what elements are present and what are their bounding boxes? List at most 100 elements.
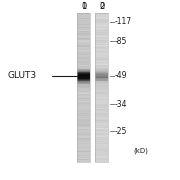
Bar: [77, 96, 91, 97]
Bar: [95, 43, 108, 44]
Bar: [77, 160, 91, 161]
Bar: [77, 97, 91, 98]
Bar: [77, 39, 91, 40]
Bar: [77, 52, 91, 53]
Bar: [77, 152, 91, 153]
Bar: [77, 116, 91, 117]
Bar: [77, 26, 91, 27]
Bar: [77, 45, 91, 46]
Bar: [77, 67, 91, 68]
Bar: [77, 129, 91, 130]
Bar: [95, 81, 108, 82]
Bar: [77, 113, 91, 114]
Bar: [95, 143, 108, 144]
Bar: [95, 33, 108, 34]
Bar: [95, 104, 108, 105]
Bar: [95, 16, 108, 17]
Bar: [95, 48, 108, 49]
Bar: [77, 76, 91, 77]
Bar: [95, 119, 108, 120]
Bar: [77, 25, 91, 26]
Bar: [95, 86, 108, 87]
Bar: [95, 59, 108, 60]
Bar: [95, 39, 108, 40]
Bar: [95, 24, 108, 25]
Bar: [77, 132, 91, 133]
Bar: [95, 117, 108, 118]
Bar: [95, 67, 108, 68]
Bar: [77, 33, 91, 34]
Bar: [95, 94, 108, 95]
Bar: [77, 121, 91, 122]
Bar: [95, 14, 108, 15]
Bar: [95, 20, 108, 21]
Bar: [77, 157, 91, 158]
Bar: [77, 51, 91, 52]
Bar: [77, 100, 91, 101]
Bar: [77, 153, 91, 154]
Bar: [77, 48, 91, 49]
Bar: [95, 150, 108, 151]
Bar: [77, 107, 91, 108]
Bar: [77, 148, 91, 149]
Bar: [77, 150, 91, 151]
Bar: [95, 62, 108, 63]
Bar: [77, 32, 91, 33]
Bar: [77, 36, 91, 37]
Bar: [95, 18, 108, 19]
Bar: [77, 130, 91, 131]
Bar: [95, 148, 108, 149]
Bar: [77, 126, 91, 127]
Bar: [95, 76, 108, 77]
Bar: [77, 48, 91, 49]
Bar: [95, 113, 108, 114]
Bar: [95, 33, 108, 34]
Bar: [77, 139, 91, 140]
Bar: [95, 89, 108, 90]
Bar: [95, 100, 108, 101]
Bar: [77, 125, 91, 126]
Bar: [77, 99, 91, 100]
Bar: [77, 98, 91, 99]
Bar: [77, 155, 91, 156]
Bar: [95, 47, 108, 48]
Bar: [95, 71, 108, 72]
Text: -117: -117: [115, 17, 132, 26]
Bar: [95, 130, 108, 131]
Bar: [77, 105, 91, 106]
Bar: [95, 90, 108, 91]
Bar: [77, 38, 91, 39]
Bar: [77, 149, 91, 150]
Bar: [77, 71, 91, 72]
Text: 0: 0: [99, 2, 104, 11]
Bar: [77, 156, 91, 157]
Bar: [77, 133, 91, 134]
Bar: [77, 136, 91, 137]
Bar: [95, 127, 108, 128]
Bar: [77, 85, 91, 86]
Bar: [77, 134, 91, 135]
Bar: [77, 34, 91, 35]
Bar: [77, 24, 91, 25]
Bar: [77, 94, 91, 95]
Bar: [95, 44, 108, 45]
Bar: [95, 144, 108, 145]
Bar: [95, 13, 108, 14]
Bar: [95, 91, 108, 92]
Bar: [77, 30, 91, 31]
Bar: [77, 103, 91, 104]
Bar: [77, 56, 91, 57]
Text: -34: -34: [115, 100, 127, 109]
Bar: [77, 104, 91, 105]
Bar: [95, 37, 108, 38]
Bar: [95, 23, 108, 24]
Bar: [77, 93, 91, 94]
Text: 0: 0: [81, 2, 86, 11]
Bar: [95, 98, 108, 99]
Bar: [95, 107, 108, 108]
Bar: [77, 42, 91, 43]
Bar: [77, 59, 91, 60]
Bar: [95, 89, 108, 90]
Bar: [95, 73, 108, 74]
Bar: [95, 155, 108, 156]
